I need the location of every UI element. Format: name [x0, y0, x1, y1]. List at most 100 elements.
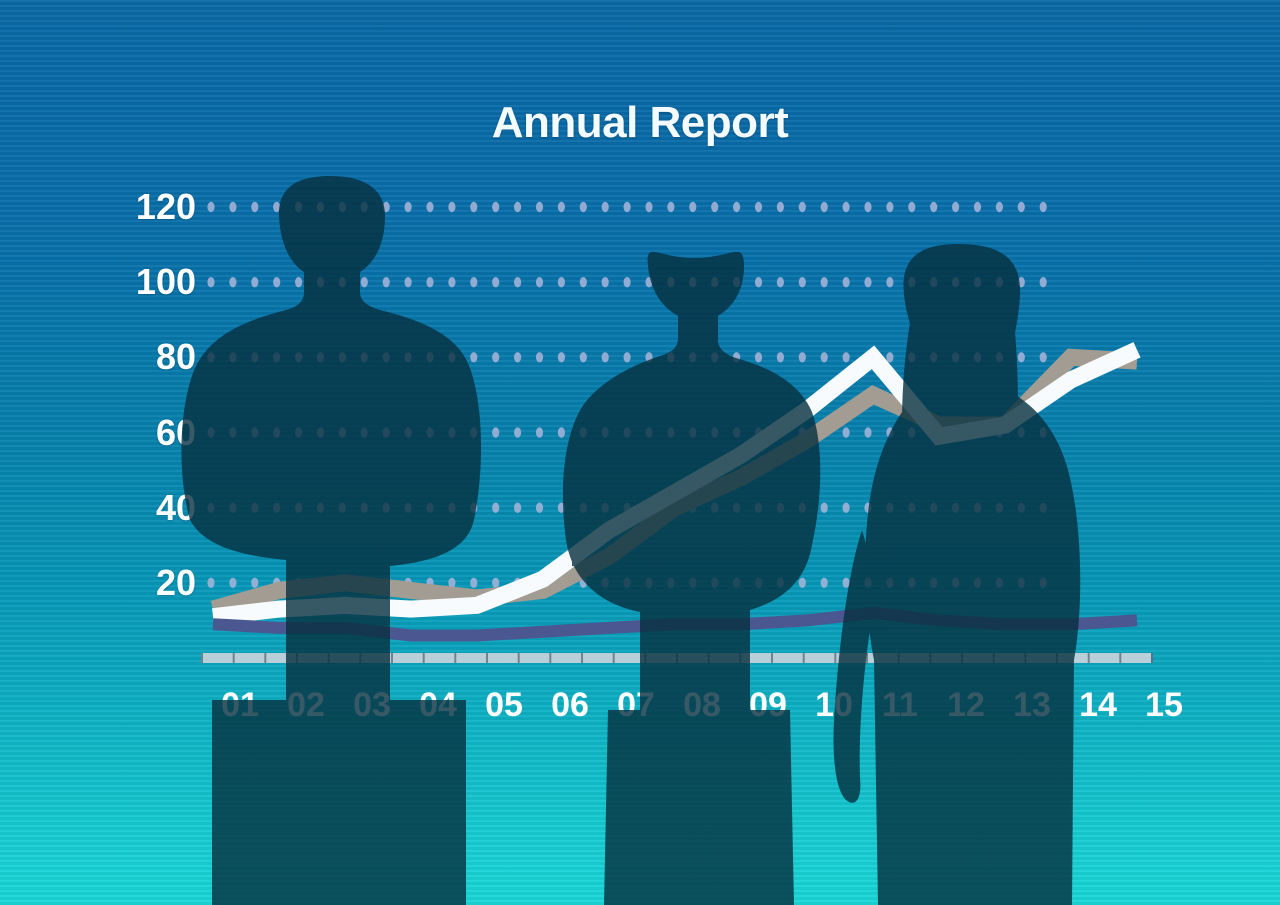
x-axis-tick — [707, 653, 710, 663]
grid-dot — [776, 201, 785, 213]
grid-dot — [908, 577, 916, 588]
grid-dot — [207, 352, 215, 363]
y-axis-tick-label: 80 — [155, 336, 196, 378]
grid-dot — [776, 277, 785, 288]
grid-dot — [973, 277, 982, 288]
grid-dot — [1017, 427, 1025, 438]
grid-dot — [930, 502, 938, 513]
x-axis-tick — [201, 653, 203, 663]
grid-dot — [404, 277, 412, 288]
grid-dot — [492, 201, 500, 213]
grid-dot — [470, 427, 478, 438]
grid-dot — [1039, 352, 1047, 363]
grid-dot — [820, 577, 828, 588]
grid-dot — [448, 502, 456, 513]
grid-dot — [557, 502, 566, 513]
grid-dot — [908, 352, 916, 363]
x-axis-tick — [834, 653, 837, 663]
grid-dot — [645, 577, 653, 588]
x-axis-tick — [992, 653, 995, 663]
grid-dot — [973, 577, 982, 588]
grid-dot — [667, 577, 675, 588]
x-axis-tick — [486, 653, 488, 663]
grid-dot — [864, 577, 872, 588]
grid-dot — [667, 201, 675, 213]
grid-dot — [952, 277, 960, 288]
grid-dot — [535, 277, 544, 288]
grid-dot — [798, 577, 806, 588]
x-axis-tick-label: 06 — [551, 686, 589, 724]
x-axis-tick — [771, 653, 773, 663]
x-axis-tick — [359, 653, 362, 663]
x-axis-tick — [422, 653, 425, 663]
grid-dot — [733, 201, 741, 213]
grid-dot — [579, 502, 587, 513]
grid-dot — [645, 352, 653, 363]
x-axis-tick — [517, 653, 520, 663]
grid-dot — [404, 502, 412, 513]
grid-dot — [711, 277, 719, 288]
grid-dot — [404, 352, 412, 363]
grid-dot — [382, 352, 390, 363]
grid-dot — [273, 427, 281, 438]
grid-dot — [514, 277, 522, 288]
grid-dot — [995, 352, 1004, 363]
grid-dot — [864, 201, 872, 213]
grid-dot — [579, 427, 587, 438]
grid-dot — [207, 502, 215, 513]
grid-dot — [930, 577, 938, 588]
grid-dot — [338, 502, 346, 513]
series-line-navy — [212, 606, 1138, 642]
x-axis-tick-label: 12 — [947, 686, 985, 724]
grid-dot — [995, 502, 1004, 513]
grid-dots-group — [207, 201, 1047, 588]
grid-dot — [733, 502, 741, 513]
x-axis-tick — [802, 653, 805, 663]
grid-dot — [448, 352, 456, 363]
grid-dot — [273, 352, 281, 363]
grid-dot — [273, 201, 281, 213]
grid-dot — [842, 201, 850, 213]
grid-dot — [908, 201, 916, 213]
grid-dot — [514, 201, 522, 213]
series-group — [210, 342, 1141, 642]
grid-dot — [601, 277, 609, 288]
grid-dot — [930, 352, 938, 363]
grid-dot — [448, 277, 456, 288]
y-axis-tick-label: 40 — [155, 486, 196, 528]
grid-dot — [820, 201, 828, 213]
grid-dot — [667, 277, 675, 288]
grid-dot — [426, 352, 434, 363]
grid-dot — [754, 502, 763, 513]
grid-dot — [754, 277, 763, 288]
grid-dot — [733, 277, 741, 288]
grid-dot — [930, 201, 938, 213]
y-axis-tick-label: 20 — [155, 561, 196, 603]
grid-dot — [295, 201, 303, 213]
grid-dot — [535, 352, 544, 363]
x-axis-tick — [1119, 653, 1122, 663]
x-axis-tick — [581, 653, 583, 663]
grid-dot — [514, 352, 522, 363]
grid-dot — [316, 427, 325, 438]
grid-dot — [776, 352, 785, 363]
x-axis-tick — [739, 653, 742, 663]
grid-dot — [733, 352, 741, 363]
x-axis-tick — [296, 653, 298, 663]
grid-dot — [535, 427, 544, 438]
grid-dot — [995, 277, 1004, 288]
grid-dot — [973, 352, 982, 363]
grid-dot — [689, 352, 697, 363]
grid-dot — [273, 502, 281, 513]
grid-dot — [886, 277, 894, 288]
grid-dot — [207, 277, 215, 288]
grid-dot — [338, 352, 346, 363]
grid-dot — [733, 577, 741, 588]
grid-dot — [776, 577, 785, 588]
grid-dot — [382, 502, 390, 513]
x-axis-tick — [549, 653, 552, 663]
grid-dot — [754, 577, 763, 588]
grid-dot — [601, 427, 609, 438]
x-axis-tick-label: 07 — [617, 686, 655, 724]
